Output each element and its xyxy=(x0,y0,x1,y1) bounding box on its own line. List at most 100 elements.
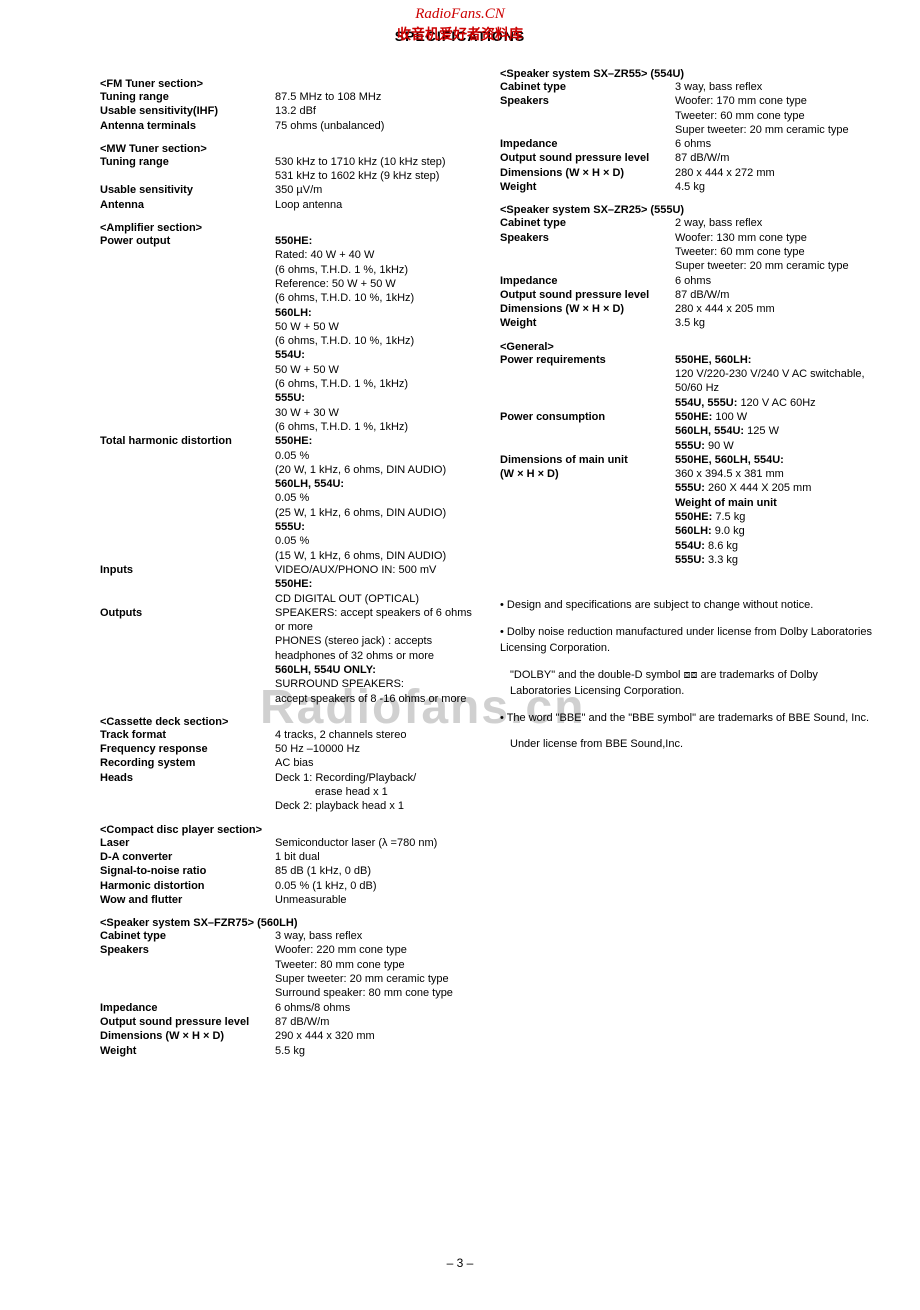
gen-wt-line3: 554U: 8.6 kg xyxy=(675,539,880,553)
amp-560lh-2: (6 ohms, T.H.D. 10 %, 1kHz) xyxy=(275,334,480,348)
gen-pwr-label: Power requirements xyxy=(500,353,675,367)
gen-dim-m1: 550HE, 560LH, 554U: xyxy=(675,453,880,467)
sp55-imp-value: 6 ohms xyxy=(675,137,880,151)
sp75-spk-v1: Woofer: 220 mm cone type xyxy=(275,943,480,957)
mw-sens-value: 350 µV/m xyxy=(275,183,480,197)
sp55-spk-label: Speakers xyxy=(500,94,675,108)
page-number: – 3 – xyxy=(0,1256,920,1270)
sp55-spk-v2: Tweeter: 60 mm cone type xyxy=(675,109,880,123)
amp-550he-1: Rated: 40 W + 40 W xyxy=(275,248,480,262)
thd-label: Total harmonic distortion xyxy=(100,434,275,448)
gen-cons-m1: 550HE: xyxy=(675,411,712,423)
gen-pwr-v1: 120 V/220-230 V/240 V AC switchable, 50/… xyxy=(675,367,880,396)
gen-dim-label2: (W × H × D) xyxy=(500,467,675,481)
outputs-v3: SURROUND SPEAKERS: xyxy=(275,677,480,691)
gen-pwr-m1: 550HE, 560LH: xyxy=(675,353,880,367)
sp55-dim-label: Dimensions (W × H × D) xyxy=(500,166,675,180)
cass-freq-value: 50 Hz –10000 Hz xyxy=(275,742,480,756)
sp75-spk-label: Speakers xyxy=(100,943,275,957)
thd-555-head: 555U: xyxy=(275,520,480,534)
gen-cons-v2: 125 W xyxy=(747,425,779,437)
thd-555-1: 0.05 % xyxy=(275,534,480,548)
sp75-imp-label: Impedance xyxy=(100,1001,275,1015)
sp25-cab-label: Cabinet type xyxy=(500,216,675,230)
thd-555-2: (15 W, 1 kHz, 6 ohms, DIN AUDIO) xyxy=(275,549,480,563)
thd-560-head: 560LH, 554U: xyxy=(275,477,480,491)
amp-section-head: <Amplifier section> xyxy=(100,222,480,234)
gen-cons-v1: 100 W xyxy=(715,411,747,423)
gen-wt-line2: 560LH: 9.0 kg xyxy=(675,524,880,538)
amp-555u-head: 555U: xyxy=(275,391,480,405)
notes-block: • Design and specifications are subject … xyxy=(500,597,880,753)
fm-section-head: <FM Tuner section> xyxy=(100,78,480,90)
watermark-subtitle: 收音机爱好者资料库 xyxy=(0,24,920,44)
cd-laser-label: Laser xyxy=(100,836,275,850)
sp75-wt-value: 5.5 kg xyxy=(275,1044,480,1058)
gen-pwr-m2: 554U, 555U: xyxy=(675,397,737,409)
mw-tuning-value1: 530 kHz to 1710 kHz (10 kHz step) xyxy=(275,155,480,169)
sp25-dim-label: Dimensions (W × H × D) xyxy=(500,302,675,316)
thd-550he-2: (20 W, 1 kHz, 6 ohms, DIN AUDIO) xyxy=(275,463,480,477)
sp25-spl-value: 87 dB/W/m xyxy=(675,288,880,302)
cass-section-head: <Cassette deck section> xyxy=(100,716,480,728)
inputs-v1: VIDEO/AUX/PHONO IN: 500 mV xyxy=(275,563,480,577)
cd-dac-label: D-A converter xyxy=(100,850,275,864)
mw-sens-label: Usable sensitivity xyxy=(100,183,275,197)
fm-tuning-value: 87.5 MHz to 108 MHz xyxy=(275,90,480,104)
sp55-wt-value: 4.5 kg xyxy=(675,180,880,194)
sp25-section-head: <Speaker system SX–ZR25> (555U) xyxy=(500,204,880,216)
mw-tuning-label: Tuning range xyxy=(100,155,275,169)
sp55-dim-value: 280 x 444 x 272 mm xyxy=(675,166,880,180)
sp55-spl-value: 87 dB/W/m xyxy=(675,151,880,165)
gen-cons-line3: 555U: 90 W xyxy=(675,439,880,453)
outputs-v1: SPEAKERS: accept speakers of 6 ohms or m… xyxy=(275,606,480,635)
thd-560-2: (25 W, 1 kHz, 6 ohms, DIN AUDIO) xyxy=(275,506,480,520)
cd-hd-label: Harmonic distortion xyxy=(100,879,275,893)
inputs-label: Inputs xyxy=(100,563,275,577)
note-2: • Dolby noise reduction manufactured und… xyxy=(500,624,880,657)
cass-track-label: Track format xyxy=(100,728,275,742)
sp75-section-head: <Speaker system SX–FZR75> (560LH) xyxy=(100,917,480,929)
gen-wt-line4: 555U: 3.3 kg xyxy=(675,553,880,567)
sp55-imp-label: Impedance xyxy=(500,137,675,151)
gen-wt-label: Weight of main unit xyxy=(675,496,880,510)
gen-cons-label: Power consumption xyxy=(500,410,675,424)
thd-550he-1: 0.05 % xyxy=(275,449,480,463)
gen-dim-m2: 555U: xyxy=(675,482,705,494)
sp25-spk-v1: Woofer: 130 mm cone type xyxy=(675,231,880,245)
sp55-spk-v3: Super tweeter: 20 mm ceramic type xyxy=(675,123,880,137)
sp75-spk-v3: Super tweeter: 20 mm ceramic type xyxy=(275,972,480,986)
amp-560lh-1: 50 W + 50 W xyxy=(275,320,480,334)
outputs-v4: accept speakers of 8 -16 ohms or more xyxy=(275,692,480,706)
amp-560lh-head: 560LH: xyxy=(275,306,480,320)
sp25-imp-label: Impedance xyxy=(500,274,675,288)
note-5: Under license from BBE Sound,Inc. xyxy=(500,736,880,753)
sp55-spl-label: Output sound pressure level xyxy=(500,151,675,165)
note-4: • The word "BBE" and the "BBE symbol" ar… xyxy=(500,710,880,727)
sp55-spk-v1: Woofer: 170 mm cone type xyxy=(675,94,880,108)
gen-cons-m3: 555U: xyxy=(675,440,705,452)
outputs-label: Outputs xyxy=(100,606,275,635)
gen-wt-v1: 7.5 kg xyxy=(715,511,745,523)
cd-wf-value: Unmeasurable xyxy=(275,893,480,907)
gen-cons-line2: 560LH, 554U: 125 W xyxy=(675,424,880,438)
content-columns: <FM Tuner section> Tuning range 87.5 MHz … xyxy=(100,68,880,1058)
gen-wt-v2: 9.0 kg xyxy=(715,525,745,537)
mw-tuning-value2: 531 kHz to 1602 kHz (9 kHz step) xyxy=(275,169,480,183)
gen-pwr-v2: 120 V AC 60Hz xyxy=(740,397,815,409)
gen-cons-m2: 560LH, 554U: xyxy=(675,425,744,437)
cass-heads-v2: erase head x 1 xyxy=(275,785,480,799)
mw-section-head: <MW Tuner section> xyxy=(100,143,480,155)
gen-wt-line1: 550HE: 7.5 kg xyxy=(675,510,880,524)
gen-dim-label: Dimensions of main unit xyxy=(500,453,675,467)
sp25-spk-label: Speakers xyxy=(500,231,675,245)
sp75-cab-value: 3 way, bass reflex xyxy=(275,929,480,943)
sp55-cab-value: 3 way, bass reflex xyxy=(675,80,880,94)
mw-ant-label: Antenna xyxy=(100,198,275,212)
gen-cons-v3: 90 W xyxy=(708,440,734,452)
sp75-spl-label: Output sound pressure level xyxy=(100,1015,275,1029)
amp-power-label: Power output xyxy=(100,234,275,248)
gen-wt-m2: 560LH: xyxy=(675,525,712,537)
amp-550he-2: (6 ohms, T.H.D. 1 %, 1kHz) xyxy=(275,263,480,277)
cass-heads-v3: Deck 2: playback head x 1 xyxy=(275,799,480,813)
